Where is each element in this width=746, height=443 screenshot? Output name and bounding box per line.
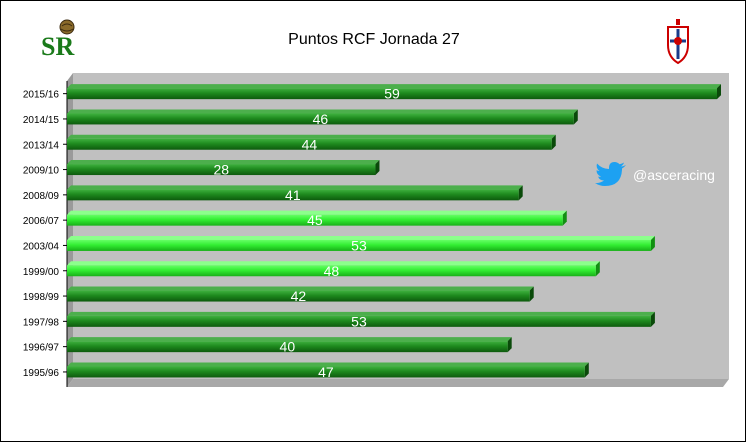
bar-2009-10: 28 <box>67 160 380 178</box>
sr-club-logo: SR <box>41 19 75 61</box>
bar-value-label: 28 <box>213 162 229 178</box>
bar-end-face <box>551 134 556 150</box>
bar-1998-99: 42 <box>67 286 534 304</box>
twitter-badge: @asceracing <box>595 161 715 189</box>
category-label: 2008/09 <box>23 191 60 202</box>
bar-1996-97: 40 <box>67 337 512 355</box>
category-label: 1999/00 <box>23 267 60 278</box>
category-label: 2009/10 <box>23 166 60 177</box>
bar-value-label: 45 <box>307 212 323 228</box>
category-label: 1997/98 <box>23 317 60 328</box>
plot-floor <box>67 379 729 387</box>
bar-end-face <box>650 235 655 251</box>
bar-front-face <box>67 88 717 100</box>
category-label: 1995/96 <box>23 368 60 379</box>
bar-top-face <box>67 235 655 240</box>
bar-end-face <box>518 185 523 201</box>
category-label: 2006/07 <box>23 216 60 227</box>
bar-top-face <box>67 286 534 291</box>
bar-end-face <box>584 362 589 378</box>
bar-front-face <box>67 290 530 302</box>
bar-top-face <box>67 134 556 139</box>
bar-2014-15: 46 <box>67 109 578 127</box>
chart-title: Puntos RCF Jornada 27 <box>288 31 460 48</box>
bar-value-label: 42 <box>291 288 307 304</box>
bar-end-face <box>562 210 567 226</box>
bar-end-face <box>717 84 721 100</box>
bar-top-face <box>67 160 380 165</box>
bar-front-face <box>67 113 574 125</box>
bar-end-face <box>595 261 600 277</box>
y-axis-labels: 2015/16 2014/15 2013/14 2009/10 2008/09 2006/… <box>23 90 67 379</box>
bar-top-face <box>67 337 512 342</box>
bar-value-label: 48 <box>324 263 340 279</box>
twitter-handle: @asceracing <box>633 167 715 183</box>
bar-front-face <box>67 138 552 150</box>
bar-end-face <box>507 337 512 353</box>
plot-wall-left <box>67 73 73 387</box>
bar-value-label: 46 <box>313 111 329 127</box>
bar-top-face <box>67 185 523 190</box>
racing-ferrol-crest-icon <box>667 19 689 65</box>
bar-end-face <box>529 286 534 302</box>
bar-top-face <box>67 210 567 215</box>
bar-value-label: 41 <box>285 187 301 203</box>
category-label: 1998/99 <box>23 292 60 303</box>
bar-front-face <box>67 366 585 378</box>
category-label: 1996/97 <box>23 343 60 354</box>
bar-top-face <box>67 84 721 89</box>
bar-front-face <box>67 239 651 251</box>
bar-1999-00: 48 <box>67 261 600 279</box>
bar-2003-04: 53 <box>67 235 655 253</box>
category-label: 2015/16 <box>23 90 60 101</box>
bar-value-label: 44 <box>302 136 318 152</box>
bar-front-face <box>67 315 651 327</box>
bar-2013-14: 44 <box>67 134 556 152</box>
bar-end-face <box>375 160 380 176</box>
bar-end-face <box>573 109 578 125</box>
bar-value-label: 53 <box>351 313 367 329</box>
bars-group: 59 46 44 28 41 45 53 48 42 53 40 47 <box>67 84 721 380</box>
category-label: 2003/04 <box>23 241 60 252</box>
svg-text:SR: SR <box>41 32 74 61</box>
bar-1995-96: 47 <box>67 362 589 380</box>
twitter-bird-icon <box>595 162 626 186</box>
bar-front-face <box>67 341 508 353</box>
bar-1997-98: 53 <box>67 311 655 329</box>
bar-front-face <box>67 214 563 226</box>
bar-2008-09: 41 <box>67 185 523 203</box>
bar-value-label: 53 <box>351 237 367 253</box>
bar-end-face <box>650 311 655 327</box>
bar-front-face <box>67 265 596 277</box>
bar-front-face <box>67 164 376 176</box>
bar-value-label: 47 <box>318 364 334 380</box>
category-label: 2014/15 <box>23 115 60 126</box>
bar-2006-07: 45 <box>67 210 567 228</box>
bar-top-face <box>67 362 589 367</box>
bar-front-face <box>67 189 519 201</box>
bar-top-face <box>67 311 655 316</box>
bar-2015-16: 59 <box>67 84 721 102</box>
bar-value-label: 40 <box>280 339 296 355</box>
category-label: 2013/14 <box>23 140 60 151</box>
bar-value-label: 59 <box>384 86 400 102</box>
bar-top-face <box>67 109 578 114</box>
bar-top-face <box>67 261 600 266</box>
